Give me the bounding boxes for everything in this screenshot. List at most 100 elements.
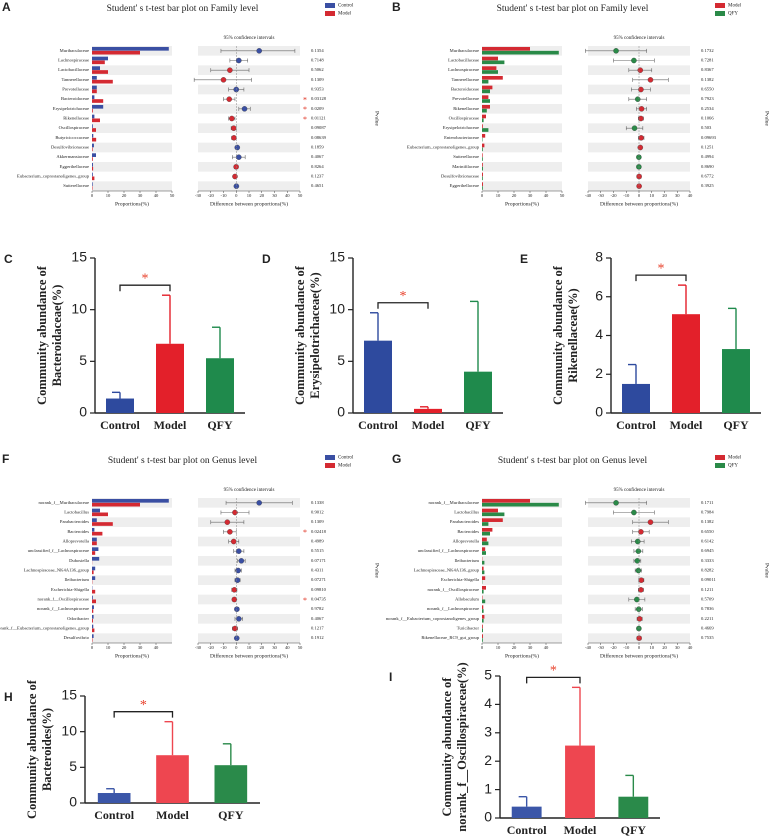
bar <box>92 133 94 138</box>
x-tick-label: 30 <box>675 193 680 198</box>
bar <box>482 634 483 638</box>
x-tick-label: 40 <box>688 193 693 198</box>
y-tick-label: 10 <box>61 722 77 738</box>
bar <box>92 114 95 119</box>
category-label: Bacteroides <box>457 529 479 534</box>
bar <box>92 512 108 517</box>
p-value: 0.6550 <box>701 529 714 534</box>
diff-point <box>635 548 642 554</box>
diff-point <box>238 558 245 564</box>
row-stripe <box>92 162 172 172</box>
category-label: Prevotellaceae <box>62 87 89 92</box>
bar <box>482 118 484 123</box>
bar <box>156 755 189 803</box>
category-label: Lachnospiraceae_NK4A136_group <box>24 568 90 573</box>
bar <box>482 128 489 132</box>
category-label: Eubacterium_coprostanoligenes_group <box>17 174 90 179</box>
p-value: 0.1354 <box>311 48 324 53</box>
diff-point <box>230 538 237 545</box>
bar <box>92 570 94 575</box>
y-tick-label: 5 <box>337 352 345 368</box>
bar <box>482 624 483 629</box>
bar <box>92 118 100 123</box>
panel-label: F <box>2 452 9 466</box>
panel-label: C <box>4 252 13 266</box>
row-stripe <box>482 556 562 566</box>
bar <box>92 628 95 633</box>
bar <box>92 153 96 157</box>
p-value: 0.4994 <box>701 154 714 159</box>
y-tick-label: 4 <box>484 695 492 711</box>
x-axis-title: Proportions(%) <box>115 652 149 659</box>
y-axis-title: Community abundance of <box>35 265 49 405</box>
x-tick-label: 40 <box>285 193 290 198</box>
bar <box>482 153 483 157</box>
bar <box>482 551 486 555</box>
bar <box>92 128 96 132</box>
x-tick-label: QFY <box>218 808 244 822</box>
legend-swatch <box>325 3 335 8</box>
panel-label: B <box>392 0 401 14</box>
row-stripe <box>198 123 300 133</box>
bar <box>92 589 96 594</box>
significance-mark: * <box>142 271 149 286</box>
row-stripe <box>92 556 172 566</box>
diff-point <box>631 57 637 64</box>
bar <box>482 104 490 109</box>
bar <box>482 589 484 594</box>
row-stripe <box>198 162 300 172</box>
x-tick-label: 30 <box>138 193 143 198</box>
p-value: 0.5515 <box>311 548 324 553</box>
p-value: 0.3333 <box>701 558 714 563</box>
p-value: 0.4669 <box>701 626 714 631</box>
y-tick-label: 8 <box>595 249 603 265</box>
p-value: 0.09693 <box>701 135 717 140</box>
bar <box>482 143 485 148</box>
diff-point <box>647 77 654 83</box>
y-tick-label: 0 <box>595 404 603 420</box>
x-tick-label: -20 <box>610 645 617 650</box>
p-value: 0.07271 <box>311 577 327 582</box>
x-tick-label: 10 <box>649 645 654 650</box>
p-value: 0.8264 <box>311 164 324 169</box>
row-stripe <box>92 614 172 624</box>
diff-point <box>232 625 238 632</box>
x-tick-label: -10 <box>623 193 630 198</box>
bar <box>482 585 486 590</box>
legend-swatch <box>715 455 725 460</box>
p-value: 0.09810 <box>311 587 327 592</box>
category-label: Muribaculaceae <box>60 48 89 53</box>
diff-point <box>638 106 645 112</box>
row-stripe <box>92 65 172 75</box>
bar <box>482 570 485 575</box>
bar <box>482 56 498 61</box>
legend-label: Model <box>728 4 742 9</box>
category-label: norank_f__Oscillospiraceae <box>427 587 479 592</box>
significance-bracket <box>119 284 171 292</box>
bar <box>482 75 503 80</box>
p-value: 0.0209 <box>311 106 324 111</box>
x-tick-label: 0 <box>481 645 484 650</box>
bar <box>92 143 94 148</box>
y-tick-label: 15 <box>61 687 77 703</box>
row-stripe <box>482 104 562 114</box>
x-tick-label: 10 <box>106 645 111 650</box>
x-tick-label: Model <box>412 418 445 432</box>
bar <box>482 89 490 94</box>
panel-label: E <box>520 252 528 266</box>
diff-point <box>241 106 248 112</box>
x-tick-label: 50 <box>298 193 303 198</box>
category-label: Ileibacterium <box>65 577 90 582</box>
p-value: 0.7148 <box>311 58 324 63</box>
legend-swatch <box>325 463 335 468</box>
y-tick-label: 1 <box>484 780 492 796</box>
y-axis-title: Bacteroidaceae(%) <box>50 285 64 387</box>
p-value: 0.01121 <box>311 116 326 121</box>
category-label: Allobaculum <box>455 597 479 602</box>
category-label: Lactobacillaceae <box>58 67 89 72</box>
category-label: Bacteroidaceae <box>61 96 89 101</box>
diff-point <box>224 519 231 525</box>
diff-point <box>638 587 644 593</box>
y-tick-label: 15 <box>71 249 87 265</box>
bar <box>482 95 489 99</box>
